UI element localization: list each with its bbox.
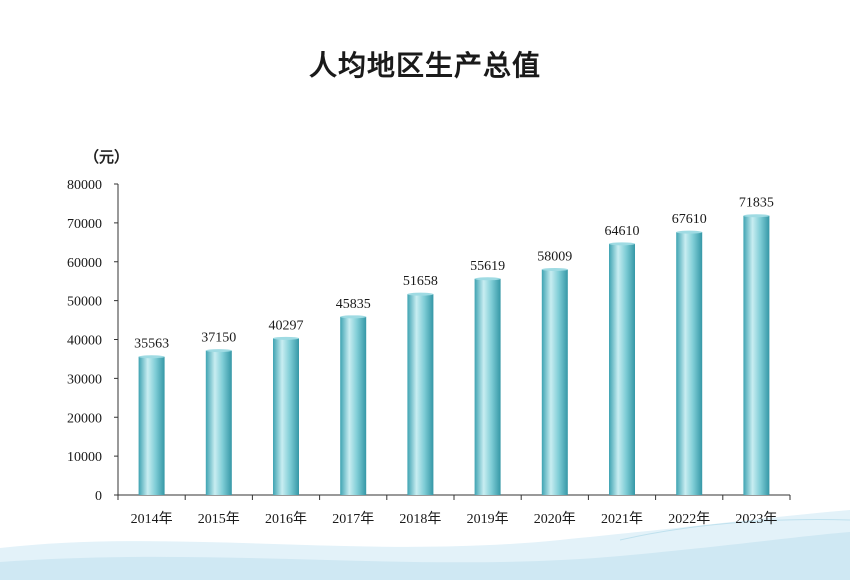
bar-top [474, 277, 501, 281]
y-tick-label: 20000 [67, 411, 102, 426]
y-tick-label: 10000 [67, 450, 102, 465]
y-axis: 0 10000 20000 30000 40000 50000 60000 70000 8000… [67, 178, 119, 504]
bar-top [541, 267, 568, 271]
y-tick-label: 40000 [67, 334, 102, 349]
bar-top [743, 214, 770, 218]
y-tick-label: 0 [95, 489, 102, 504]
bar [676, 232, 703, 495]
x-tick-label: 2020年 [534, 511, 576, 527]
bar-value-label: 64610 [605, 224, 640, 239]
bar-top [205, 349, 232, 353]
bar-top [340, 315, 367, 319]
bar [609, 243, 635, 495]
x-tick-label: 2017年 [332, 511, 374, 527]
bar-value-label: 51658 [403, 274, 438, 289]
bar-value-label: 71835 [739, 196, 774, 211]
x-tick-label: 2019年 [467, 511, 509, 527]
x-tick-label: 2018年 [399, 511, 441, 527]
bar [340, 316, 367, 495]
bar-value-label: 55619 [470, 259, 505, 274]
y-tick-label: 80000 [67, 178, 102, 193]
x-tick-label: 2015年 [198, 511, 240, 527]
bar-top [676, 230, 703, 234]
bar [273, 338, 299, 495]
bar-top [407, 292, 434, 296]
bar-value-label: 37150 [201, 331, 236, 346]
bar [541, 269, 568, 495]
bar [407, 294, 434, 495]
bar-value-label: 40297 [269, 318, 304, 333]
bar [474, 278, 501, 495]
bar-value-label: 67610 [672, 212, 707, 227]
bar-value-label: 45835 [336, 297, 371, 312]
x-tick-label: 2022年 [668, 511, 710, 527]
bar-top [138, 355, 165, 359]
bar-value-label: 35563 [134, 337, 169, 352]
x-axis: 2014年 2015年 2016年 2017年 2018年 2019年 2020年 2021年… [117, 494, 791, 527]
x-tick-label: 2023年 [735, 511, 777, 527]
y-tick-label: 30000 [67, 372, 102, 387]
y-tick-label: 60000 [67, 256, 102, 271]
chart-title: 人均地区生产总值 [308, 49, 541, 82]
bar [743, 215, 770, 495]
y-tick-label: 50000 [67, 295, 102, 310]
bar [138, 356, 165, 495]
bar-top [609, 242, 635, 246]
x-tick-label: 2016年 [265, 511, 307, 527]
bar-top [273, 336, 299, 340]
bar [205, 350, 232, 495]
x-tick-label: 2021年 [601, 511, 643, 527]
x-tick-label: 2014年 [131, 511, 173, 527]
bar-value-label: 58009 [537, 249, 572, 264]
y-tick-label: 70000 [67, 217, 102, 232]
bars: 35563 37150 40297 45835 51658 55619 58009 64610… [134, 196, 774, 495]
y-axis-unit-label: （元） [84, 148, 130, 166]
